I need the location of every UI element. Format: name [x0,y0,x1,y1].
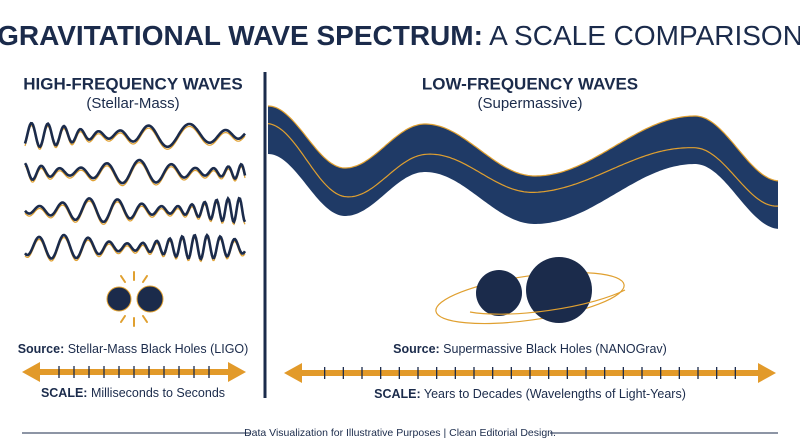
title-regular: A SCALE COMPARISON [483,20,800,51]
source-text: Supermassive Black Holes (NANOGrav) [440,342,667,356]
title-bold: GRAVITATIONAL WAVE SPECTRUM: [0,20,483,51]
arrow-head [22,362,40,382]
scale-text: Years to Decades (Wavelengths of Light-Y… [421,387,686,401]
source-text: Stellar-Mass Black Holes (LIGO) [64,342,248,356]
scale-label: SCALE: [41,386,88,400]
supermassive-black-holes [435,257,626,325]
right-heading: LOW-FREQUENCY WAVES [422,74,638,93]
stellar-black-holes [106,271,164,327]
source-label: Source: [18,342,65,356]
wave [24,195,247,225]
wave-highlight [267,105,779,182]
right-subheading: (Supermassive) [477,95,582,112]
wave [24,232,247,261]
left-subheading: (Stellar-Mass) [86,95,179,112]
right-scale-arrow [284,363,776,383]
right-scale: SCALE: Years to Decades (Wavelengths of … [374,387,686,401]
left-source: Source: Stellar-Mass Black Holes (LIGO) [18,342,249,356]
low-frequency-wave [267,105,779,229]
title: GRAVITATIONAL WAVE SPECTRUM: A SCALE COM… [0,20,800,51]
left-heading: HIGH-FREQUENCY WAVES [23,74,242,93]
wave [23,121,246,149]
right-source: Source: Supermassive Black Holes (NANOGr… [393,342,667,356]
scale-label: SCALE: [374,387,421,401]
source-label: Source: [393,342,440,356]
wave-highlight [267,123,778,207]
left-scale-arrow [22,362,246,382]
wave-band [268,106,778,229]
arrow-head [228,362,246,382]
left-scale: SCALE: Milliseconds to Seconds [41,386,225,400]
arrow-head [284,363,302,383]
wave [23,158,247,185]
arrow-head [758,363,776,383]
footer: Data Visualization for Illustrative Purp… [244,427,556,439]
high-frequency-waves [23,121,247,263]
scale-text: Milliseconds to Seconds [87,386,225,400]
